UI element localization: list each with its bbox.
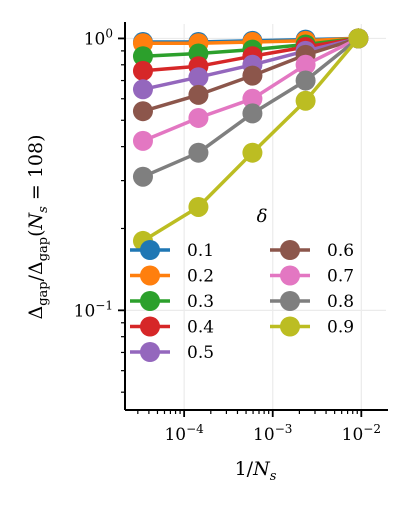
data-point: [295, 70, 316, 91]
legend-entry-0.7: 0.7: [270, 265, 354, 287]
legend-marker: [280, 265, 300, 286]
legend-label: 0.7: [327, 267, 354, 287]
data-point: [242, 103, 263, 124]
legend-label: 0.6: [327, 241, 354, 261]
legend-entry-0.1: 0.1: [130, 240, 214, 261]
legend-title: δ: [257, 206, 268, 227]
data-point: [188, 196, 209, 217]
axes: [124, 22, 388, 411]
legend-marker: [140, 240, 160, 260]
y-tick-label: 10−1: [74, 298, 113, 321]
data-point: [295, 90, 316, 111]
data-point: [295, 54, 316, 75]
legend-label: 0.1: [187, 241, 214, 261]
legend-entry-0.9: 0.9: [270, 316, 354, 338]
legend-marker: [280, 316, 300, 337]
data-point: [132, 79, 153, 100]
legend-entry-0.5: 0.5: [130, 342, 214, 363]
legend-label: 0.3: [187, 292, 214, 312]
legend-label: 0.2: [187, 267, 214, 287]
data-point: [188, 67, 209, 88]
legend: δ 0.1 0.2 0.3 0.4 0.5 0.6 0.7 0.8 0.9: [130, 206, 354, 363]
data-point: [348, 28, 369, 49]
legend-label: 0.9: [327, 318, 354, 338]
legend-marker: [140, 316, 160, 337]
legend-label: 0.5: [187, 343, 214, 363]
data-point: [132, 101, 153, 122]
ticks: 10−4 10−3 10−2 10−1 100: [74, 26, 381, 445]
data-point: [242, 142, 263, 163]
x-axis-label: 1/Ns: [235, 458, 277, 484]
series-0.9: [132, 28, 369, 251]
y-tick-label: 100: [84, 26, 113, 49]
data-point: [132, 166, 153, 187]
legend-entry-0.3: 0.3: [130, 291, 214, 312]
legend-label: 0.4: [187, 318, 214, 338]
data-point: [188, 142, 209, 163]
x-tick-label: 10−4: [164, 422, 204, 445]
x-tick-label: 10−3: [253, 422, 292, 445]
data-point: [188, 84, 209, 105]
data-point: [132, 60, 153, 81]
legend-entry-0.4: 0.4: [130, 316, 214, 338]
legend-marker: [140, 291, 160, 311]
legend-entry-0.2: 0.2: [130, 265, 214, 287]
data-point: [242, 65, 263, 86]
legend-entry-0.6: 0.6: [270, 240, 354, 261]
data-point: [242, 88, 263, 109]
legend-marker: [280, 240, 300, 260]
data-point: [132, 130, 153, 151]
legend-marker: [140, 342, 160, 362]
legend-marker: [280, 291, 300, 311]
legend-label: 0.8: [327, 292, 354, 312]
series-layer: [132, 28, 369, 251]
data-point: [132, 46, 153, 67]
x-tick-label: 10−2: [342, 422, 381, 445]
legend-marker: [140, 265, 160, 286]
data-point: [188, 107, 209, 128]
legend-entry-0.8: 0.8: [270, 291, 354, 312]
y-axis-label: Δgap/Δgap(Ns = 108): [25, 134, 51, 319]
